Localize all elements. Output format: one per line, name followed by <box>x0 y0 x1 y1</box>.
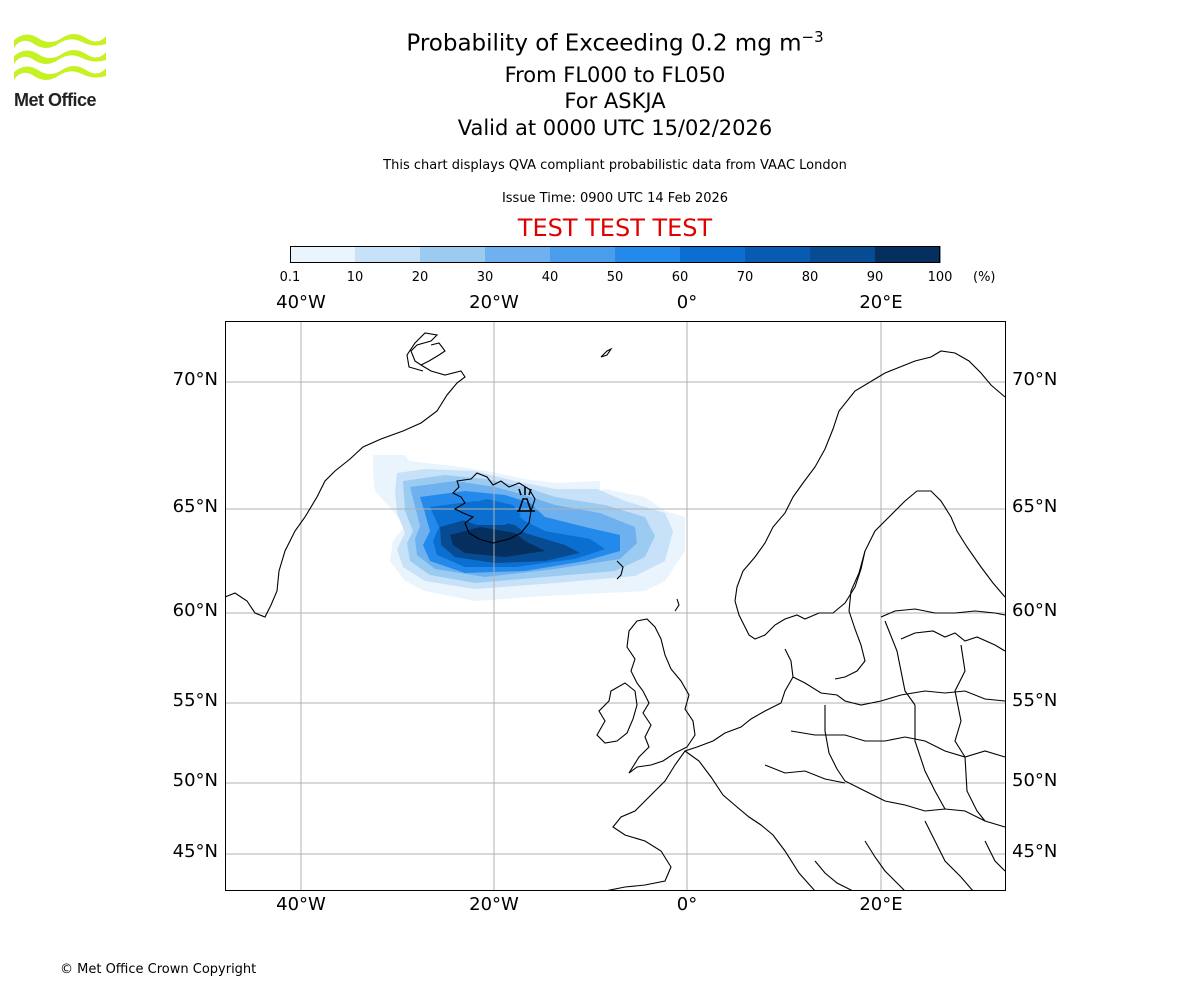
colorbar-tick-label: 0.1 <box>279 270 301 285</box>
colorbar-segment <box>615 246 681 263</box>
latitude-label: 55°N <box>172 690 218 711</box>
colorbar-segment <box>420 246 486 263</box>
longitude-label: 20°E <box>859 292 903 313</box>
colorbar-segment <box>355 246 421 263</box>
longitude-label: 40°W <box>276 292 326 313</box>
askja-volcano-icon <box>517 487 535 512</box>
met-office-logo: Met Office <box>12 28 112 118</box>
subtitle: This chart displays QVA compliant probab… <box>383 158 847 173</box>
colorbar-tick-label: 100 <box>927 270 953 285</box>
latitude-label: 60°N <box>1012 600 1058 621</box>
ash-probability-field <box>373 455 685 601</box>
map-panel <box>225 321 1006 891</box>
longitude-label: 20°W <box>469 292 519 313</box>
latitude-label: 50°N <box>1012 770 1058 791</box>
colorbar <box>290 246 941 263</box>
longitude-label: 20°W <box>469 894 519 915</box>
colorbar-segment <box>290 246 356 263</box>
coastlines <box>225 332 1006 891</box>
latitude-label: 45°N <box>1012 841 1058 862</box>
colorbar-segment <box>550 246 616 263</box>
issue-time: Issue Time: 0900 UTC 14 Feb 2026 <box>501 191 729 206</box>
longitude-label: 20°E <box>859 894 903 915</box>
colorbar-tick-label: 60 <box>671 270 689 285</box>
longitude-label: 0° <box>676 292 698 313</box>
latitude-label: 70°N <box>1012 369 1058 390</box>
graticule <box>225 321 1006 891</box>
latitude-label: 45°N <box>172 841 218 862</box>
latitude-label: 65°N <box>172 496 218 517</box>
colorbar-unit: (%) <box>973 270 996 285</box>
latitude-label: 50°N <box>172 770 218 791</box>
colorbar-tick-label: 80 <box>801 270 819 285</box>
longitude-label: 40°W <box>276 894 326 915</box>
latitude-label: 55°N <box>1012 690 1058 711</box>
copyright-notice: © Met Office Crown Copyright <box>60 962 257 977</box>
colorbar-tick-label: 40 <box>541 270 559 285</box>
met-office-wave-icon <box>14 34 106 80</box>
title-volcano: For ASKJA <box>564 89 666 113</box>
colorbar-tick-label: 70 <box>736 270 754 285</box>
colorbar-tick-label: 30 <box>476 270 494 285</box>
latitude-label: 65°N <box>1012 496 1058 517</box>
colorbar-border <box>290 246 940 263</box>
logo-text: Met Office <box>14 90 97 110</box>
colorbar-tick-label: 50 <box>606 270 624 285</box>
colorbar-tick-label: 20 <box>411 270 429 285</box>
colorbar-segment <box>745 246 811 263</box>
colorbar-tick-label: 10 <box>346 270 364 285</box>
title-line-1: Probability of Exceeding 0.2 mg m−3 <box>406 28 824 57</box>
test-banner: TEST TEST TEST <box>517 214 713 242</box>
latitude-label: 70°N <box>172 369 218 390</box>
colorbar-segment <box>810 246 876 263</box>
colorbar-segment <box>485 246 551 263</box>
latitude-label: 60°N <box>172 600 218 621</box>
colorbar-segment <box>875 246 941 263</box>
title-flight-levels: From FL000 to FL050 <box>504 63 726 87</box>
colorbar-tick-label: 90 <box>866 270 884 285</box>
title-valid-time: Valid at 0000 UTC 15/02/2026 <box>457 116 773 140</box>
map-frame <box>225 321 1006 891</box>
longitude-label: 0° <box>676 894 698 915</box>
colorbar-segment <box>680 246 746 263</box>
